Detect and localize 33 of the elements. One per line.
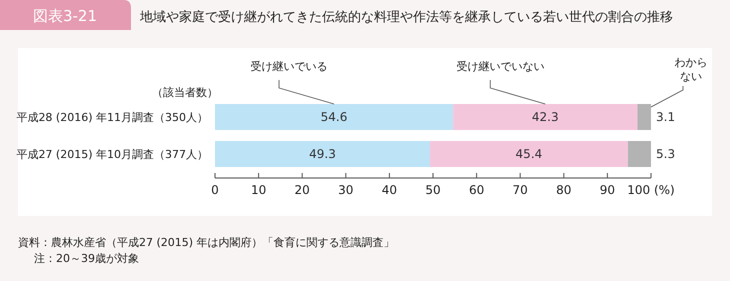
text: 受け継いでいない <box>456 60 544 73</box>
data-label: 42.3 <box>532 110 559 124</box>
text: 図表3-21 <box>32 7 98 25</box>
chart-subtitle: 地域や家庭で受け継がれてきた伝統的な料理や作法等を継承している若い世代の割合の推移 <box>139 9 673 25</box>
x-tick-label: 30 <box>338 183 354 197</box>
text: 受け継いでいる <box>250 60 328 73</box>
x-tick-label: 50 <box>425 183 441 197</box>
x-tick-label: 70 <box>512 183 528 197</box>
x-tick-label: 80 <box>556 183 572 197</box>
bar <box>430 141 628 167</box>
x-tick-label: 0 <box>211 183 219 197</box>
annotation: （該当者数） <box>152 86 218 99</box>
text: わからない <box>674 56 708 83</box>
x-tick-label: 60 <box>468 183 484 197</box>
data-label: 45.4 <box>516 147 542 161</box>
bar <box>637 104 651 130</box>
data-label: 3.1 <box>656 110 676 124</box>
x-tick-label: 40 <box>382 183 398 197</box>
x-tick-label: 20 <box>294 183 310 197</box>
bar <box>453 104 638 130</box>
bar <box>215 141 430 167</box>
text: 注：20～39歳が対象 <box>34 252 139 265</box>
bar <box>628 141 651 167</box>
x-tick-label: 100 (%) <box>627 183 675 197</box>
data-label: 49.3 <box>309 147 336 161</box>
text: 資料：農林水産省（平成27 (2015) 年は内閣府）「食育に関する意識調査」 <box>18 236 395 249</box>
y-tick-label: 平成28 (2016) 年11月調査（350人） <box>16 111 208 124</box>
y-tick-label: 平成27 (2015) 年10月調査（377人） <box>16 148 208 161</box>
data-label: 5.3 <box>656 147 676 161</box>
x-tick-label: 10 <box>250 183 266 197</box>
data-label: 54.6 <box>320 110 348 124</box>
x-tick-label: 90 <box>600 183 616 197</box>
bar <box>215 104 454 130</box>
